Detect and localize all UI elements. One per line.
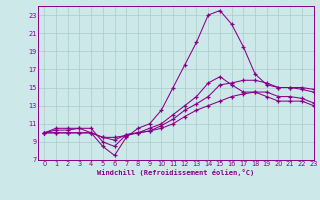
- X-axis label: Windchill (Refroidissement éolien,°C): Windchill (Refroidissement éolien,°C): [97, 169, 255, 176]
